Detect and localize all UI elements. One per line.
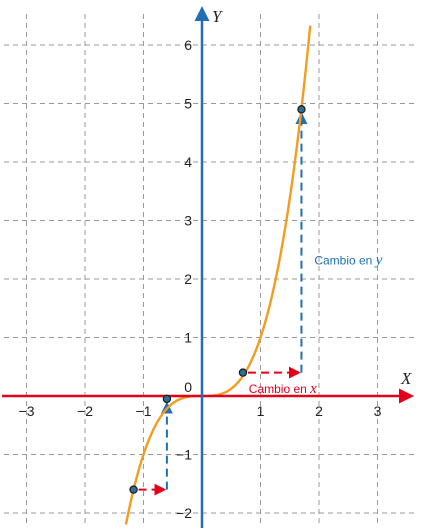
x-axis-label: X xyxy=(400,369,412,388)
origin-label: 0 xyxy=(184,379,192,395)
x-tick-label: −3 xyxy=(19,403,35,419)
y-tick-label: 3 xyxy=(184,213,192,229)
y-tick-label: 4 xyxy=(184,154,192,170)
x-tick-label: 2 xyxy=(315,403,323,419)
change-in-x-label: Cambio en x xyxy=(249,381,317,397)
y-tick-label: 2 xyxy=(184,271,192,287)
data-point xyxy=(129,485,138,494)
y-tick-label: −1 xyxy=(176,447,192,463)
x-tick-label: −2 xyxy=(77,403,93,419)
change-in-x-var: x xyxy=(309,381,317,397)
x-tick-label: −1 xyxy=(136,403,152,419)
tick-labels: −3 −2 −1 1 2 3 −2 −1 1 2 3 4 5 6 xyxy=(19,37,382,521)
change-in-y-text: Cambio en xyxy=(314,253,375,267)
change-in-y-var: y xyxy=(374,252,383,268)
data-point xyxy=(297,105,306,114)
change-in-y-label: Cambio en y xyxy=(314,252,382,268)
cubic-curve xyxy=(124,25,312,525)
y-tick-label: 6 xyxy=(184,37,192,53)
grid-lines xyxy=(4,14,417,526)
change-steps xyxy=(138,111,308,496)
y-axis-label: Y xyxy=(212,7,223,26)
y-tick-label: 5 xyxy=(184,96,192,112)
data-points xyxy=(129,105,306,494)
y-tick-label: 1 xyxy=(184,330,192,346)
y-tick-label: −2 xyxy=(176,505,192,521)
x-tick-label: 1 xyxy=(257,403,265,419)
x-tick-label: 3 xyxy=(374,403,382,419)
change-in-x-text: Cambio en xyxy=(249,382,310,396)
data-point xyxy=(238,368,248,377)
data-point xyxy=(162,394,172,404)
